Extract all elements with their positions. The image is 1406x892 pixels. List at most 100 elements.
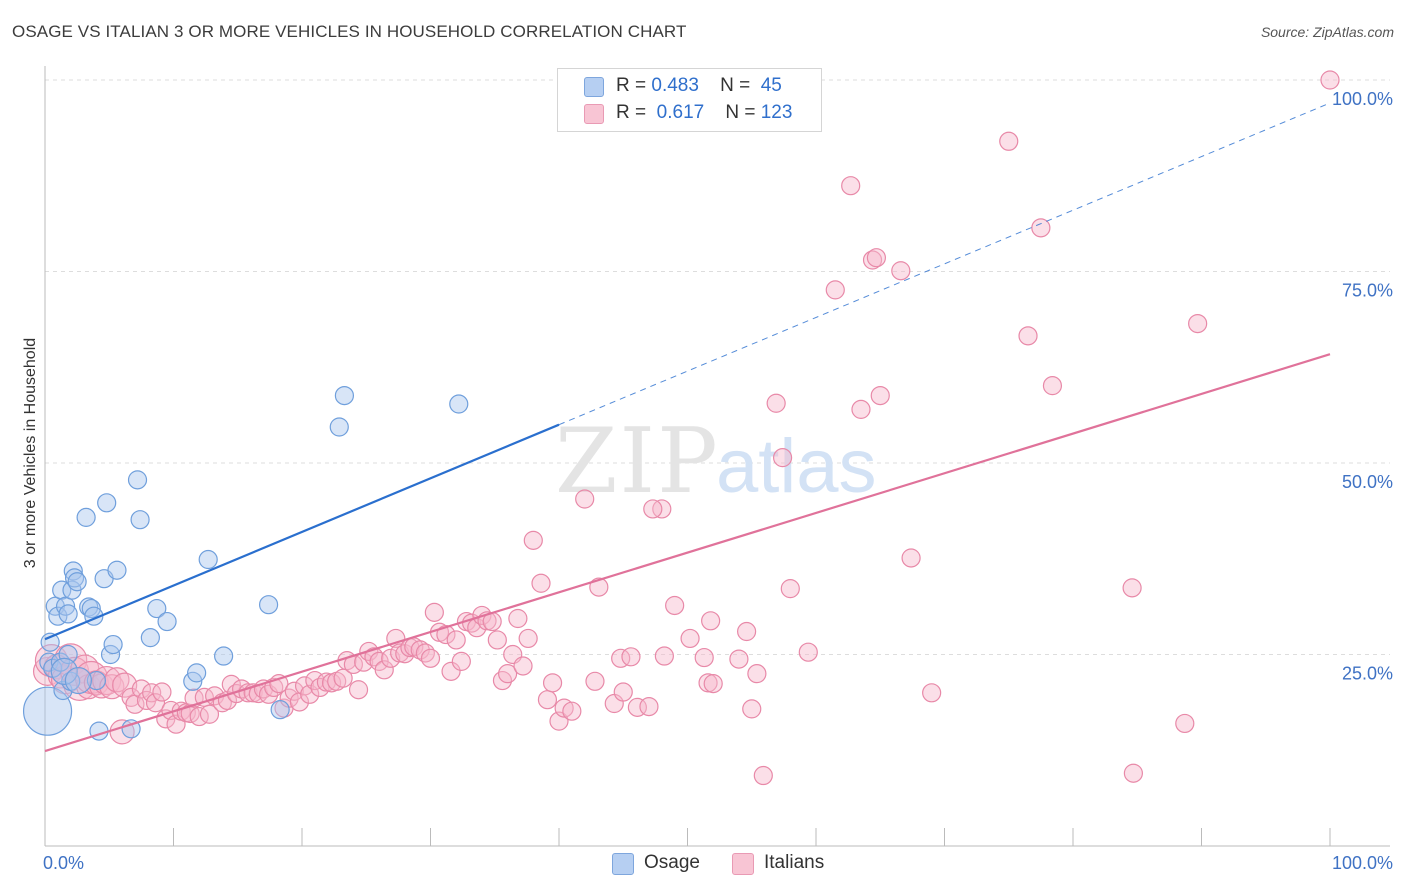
point-italians-109 bbox=[621, 647, 641, 667]
point-italians-134 bbox=[866, 248, 886, 268]
point-italians-129 bbox=[798, 642, 818, 662]
point-italians-142 bbox=[1042, 376, 1063, 396]
point-italians-55 bbox=[310, 677, 330, 698]
point-italians-119 bbox=[701, 611, 721, 631]
legend-bottom-label-osage: Osage bbox=[644, 852, 700, 873]
legend-bottom-swatch-osage bbox=[612, 853, 634, 875]
point-osage-16 bbox=[67, 572, 87, 592]
point-osage-32 bbox=[147, 598, 167, 619]
point-italians-122 bbox=[737, 621, 757, 642]
legend-n-value-italians: 123 bbox=[760, 102, 793, 123]
point-italians-135 bbox=[870, 385, 890, 406]
point-osage-19 bbox=[81, 598, 101, 619]
trendline-osage bbox=[44, 423, 560, 641]
point-osage-39 bbox=[270, 700, 290, 720]
point-italians-130 bbox=[825, 280, 845, 300]
point-italians-79 bbox=[436, 624, 456, 645]
legend-stats: R = 0.483 N = 45 R = 0.617 N = 123 bbox=[557, 68, 822, 132]
point-italians-99 bbox=[542, 673, 563, 693]
point-osage-30 bbox=[130, 510, 150, 530]
point-italians-132 bbox=[851, 399, 871, 419]
point-italians-94 bbox=[513, 656, 533, 676]
point-italians-138 bbox=[922, 683, 942, 703]
x-tick-label-0: 0.0% bbox=[43, 853, 84, 873]
x-tick-label-1: 100.0% bbox=[1332, 853, 1393, 873]
legend-r-label: R = bbox=[616, 75, 647, 96]
point-italians-127 bbox=[772, 448, 793, 468]
legend-swatch-osage bbox=[584, 77, 604, 97]
point-italians-137 bbox=[901, 548, 921, 568]
legend-r-value-italians: 0.617 bbox=[656, 102, 705, 123]
point-italians-24 bbox=[152, 682, 172, 702]
point-italians-131 bbox=[841, 176, 861, 196]
point-italians-82 bbox=[451, 651, 471, 671]
point-italians-124 bbox=[747, 664, 767, 684]
legend-n-label: N = bbox=[725, 102, 756, 123]
point-italians-103 bbox=[575, 489, 595, 509]
point-italians-116 bbox=[680, 628, 700, 649]
point-osage-21 bbox=[86, 670, 107, 691]
point-italians-76 bbox=[420, 648, 441, 668]
point-osage-43 bbox=[50, 657, 78, 685]
point-italians-34 bbox=[199, 704, 220, 724]
point-osage-33 bbox=[157, 611, 177, 632]
point-osage-41 bbox=[334, 385, 355, 406]
point-italians-125 bbox=[753, 765, 773, 786]
y-tick-label-3: 100.0% bbox=[1332, 89, 1393, 109]
point-italians-114 bbox=[643, 499, 663, 519]
legend-n-label: N = bbox=[720, 75, 751, 96]
point-italians-89 bbox=[487, 630, 507, 650]
point-italians-81 bbox=[446, 630, 466, 650]
watermark-atlas: atlas bbox=[716, 424, 877, 509]
point-italians-62 bbox=[348, 680, 369, 700]
point-italians-22 bbox=[142, 683, 162, 703]
point-osage-11 bbox=[58, 644, 78, 665]
point-osage-42 bbox=[449, 394, 469, 414]
legend-bottom-label-italians: Italians bbox=[764, 852, 825, 873]
point-italians-120 bbox=[703, 674, 723, 694]
point-italians-50 bbox=[284, 681, 304, 701]
point-osage-35 bbox=[187, 663, 207, 683]
watermark-zip: ZIP bbox=[555, 409, 720, 514]
point-italians-75 bbox=[415, 643, 435, 663]
legend-bottom-swatch-italians bbox=[732, 853, 754, 875]
point-italians-97 bbox=[531, 573, 551, 593]
point-italians-104 bbox=[585, 671, 605, 691]
y-tick-label-0: 25.0% bbox=[1342, 664, 1393, 684]
point-italians-101 bbox=[554, 698, 574, 718]
point-italians-17 bbox=[112, 672, 138, 698]
point-italians-23 bbox=[145, 693, 166, 713]
point-italians-68 bbox=[381, 648, 401, 668]
point-osage-28 bbox=[121, 719, 141, 739]
point-osage-26 bbox=[103, 634, 123, 655]
point-italians-105 bbox=[589, 577, 609, 597]
point-italians-143 bbox=[1122, 578, 1142, 598]
y-tick-label-1: 50.0% bbox=[1342, 472, 1393, 492]
point-osage-6 bbox=[50, 652, 71, 672]
point-italians-41 bbox=[238, 683, 258, 703]
point-osage-10 bbox=[58, 604, 78, 624]
point-osage-17 bbox=[76, 507, 96, 527]
point-italians-20 bbox=[131, 679, 151, 699]
point-italians-108 bbox=[613, 682, 633, 702]
point-italians-126 bbox=[766, 393, 786, 413]
point-italians-147 bbox=[1320, 70, 1340, 90]
legend-n-value-osage: 45 bbox=[760, 75, 782, 96]
point-italians-144 bbox=[1123, 763, 1143, 783]
legend-swatch-italians bbox=[584, 104, 604, 124]
point-osage-40 bbox=[329, 417, 349, 437]
point-italians-146 bbox=[1188, 313, 1208, 334]
point-osage-37 bbox=[214, 646, 234, 666]
point-italians-115 bbox=[665, 595, 685, 616]
point-italians-123 bbox=[742, 699, 762, 719]
point-italians-70 bbox=[390, 643, 410, 663]
point-osage-27 bbox=[107, 560, 127, 580]
point-italians-67 bbox=[374, 660, 394, 680]
point-italians-96 bbox=[523, 530, 543, 550]
legend-r-value-osage: 0.483 bbox=[651, 75, 699, 96]
point-italians-145 bbox=[1175, 713, 1195, 734]
point-italians-107 bbox=[611, 648, 631, 668]
point-italians-113 bbox=[654, 646, 674, 666]
source-note: Source: ZipAtlas.com bbox=[1260, 24, 1394, 40]
